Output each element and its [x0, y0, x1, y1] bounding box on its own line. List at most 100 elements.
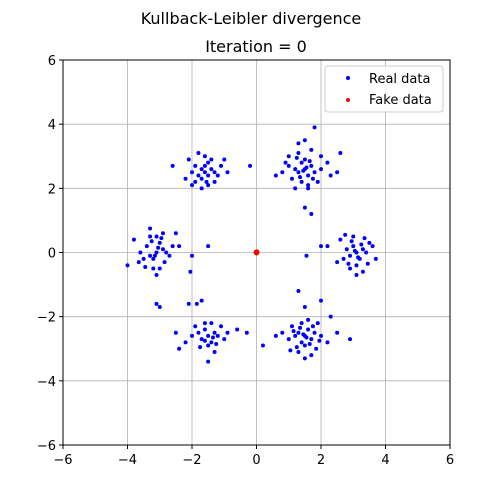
real-data-point: [202, 170, 207, 175]
real-data-point: [338, 237, 343, 242]
real-data-point: [286, 154, 291, 159]
real-data-point: [210, 335, 215, 340]
real-data-point: [162, 260, 167, 265]
real-data-point: [244, 330, 249, 335]
real-data-point: [296, 349, 301, 354]
legend-fake-marker: [346, 98, 350, 102]
real-data-point: [309, 147, 314, 152]
real-data-point: [335, 260, 340, 265]
real-data-point: [299, 340, 304, 345]
chart-subtitle: Iteration = 0: [205, 37, 307, 56]
real-data-point: [193, 324, 198, 329]
real-data-point: [359, 242, 364, 247]
real-data-point: [143, 264, 148, 269]
y-tick-label: −2: [37, 311, 56, 326]
real-data-point: [219, 324, 224, 329]
real-data-point: [199, 186, 204, 191]
real-data-point: [286, 337, 291, 342]
legend-real-marker: [346, 76, 350, 80]
real-data-point: [354, 272, 359, 277]
real-data-point: [190, 183, 194, 188]
real-data-point: [186, 301, 191, 306]
y-tick-label: −4: [37, 375, 56, 390]
real-data-point: [206, 359, 211, 364]
real-data-point: [141, 256, 146, 261]
real-data-point: [307, 341, 312, 346]
real-data-point: [373, 256, 378, 261]
real-data-point: [173, 231, 178, 236]
real-data-point: [202, 163, 207, 168]
real-data-point: [304, 253, 309, 258]
x-tick-label: −2: [182, 453, 201, 468]
y-tick-label: 6: [48, 54, 56, 69]
real-data-point: [309, 353, 314, 358]
real-data-point: [190, 333, 194, 338]
real-data-point: [198, 345, 203, 350]
real-data-point: [291, 329, 296, 334]
real-data-point: [186, 157, 191, 162]
real-data-point: [354, 263, 359, 268]
real-data-point: [312, 170, 317, 175]
real-data-point: [206, 160, 211, 165]
real-data-point: [280, 330, 285, 335]
real-data-point: [206, 183, 211, 188]
real-data-point: [212, 330, 217, 335]
real-data-point: [215, 333, 220, 338]
real-data-point: [202, 321, 207, 326]
real-data-point: [219, 163, 224, 168]
real-data-point: [302, 205, 307, 210]
real-data-point: [299, 321, 304, 326]
real-data-point: [202, 327, 207, 332]
real-data-point: [199, 298, 204, 303]
legend: Real data Fake data: [324, 65, 444, 113]
real-data-point: [170, 163, 175, 168]
real-data-point: [344, 247, 349, 252]
real-data-point: [299, 160, 304, 165]
real-data-point: [212, 170, 217, 175]
data-points: [125, 125, 378, 364]
real-data-point: [154, 250, 159, 255]
real-data-point: [364, 250, 369, 255]
real-data-point: [196, 330, 201, 335]
real-data-point: [299, 179, 304, 184]
real-data-point: [136, 260, 141, 265]
y-tick-label: 0: [48, 247, 56, 262]
real-data-point: [190, 253, 194, 258]
real-data-point: [335, 330, 340, 335]
real-data-point: [196, 151, 201, 156]
real-data-point: [190, 170, 194, 175]
real-data-point: [294, 155, 299, 160]
real-data-point: [296, 289, 301, 293]
real-data-point: [296, 330, 301, 335]
real-data-point: [159, 236, 164, 241]
real-data-point: [346, 261, 351, 266]
real-data-point: [298, 325, 303, 330]
real-data-point: [273, 173, 278, 178]
real-data-point: [306, 173, 311, 178]
real-data-point: [306, 183, 311, 188]
real-data-point: [222, 337, 227, 342]
y-tick-label: −6: [37, 439, 56, 454]
real-data-point: [298, 175, 303, 180]
real-data-point: [222, 157, 227, 162]
real-data-point: [319, 298, 323, 303]
real-data-point: [289, 324, 294, 329]
real-data-point: [151, 266, 156, 271]
real-data-point: [343, 232, 348, 237]
real-data-point: [315, 179, 320, 184]
real-data-point: [138, 250, 143, 255]
real-data-point: [157, 305, 162, 310]
real-data-point: [209, 321, 214, 326]
real-data-point: [177, 244, 182, 249]
real-data-point: [310, 324, 315, 329]
real-data-point: [296, 170, 301, 175]
real-data-point: [328, 314, 333, 319]
x-tick-label: −4: [118, 453, 137, 468]
real-data-point: [325, 244, 330, 249]
real-data-point: [315, 321, 320, 326]
real-data-point: [302, 356, 307, 361]
real-data-point: [194, 301, 199, 306]
real-data-point: [319, 244, 323, 249]
real-data-point: [202, 338, 207, 343]
real-data-point: [306, 186, 311, 191]
